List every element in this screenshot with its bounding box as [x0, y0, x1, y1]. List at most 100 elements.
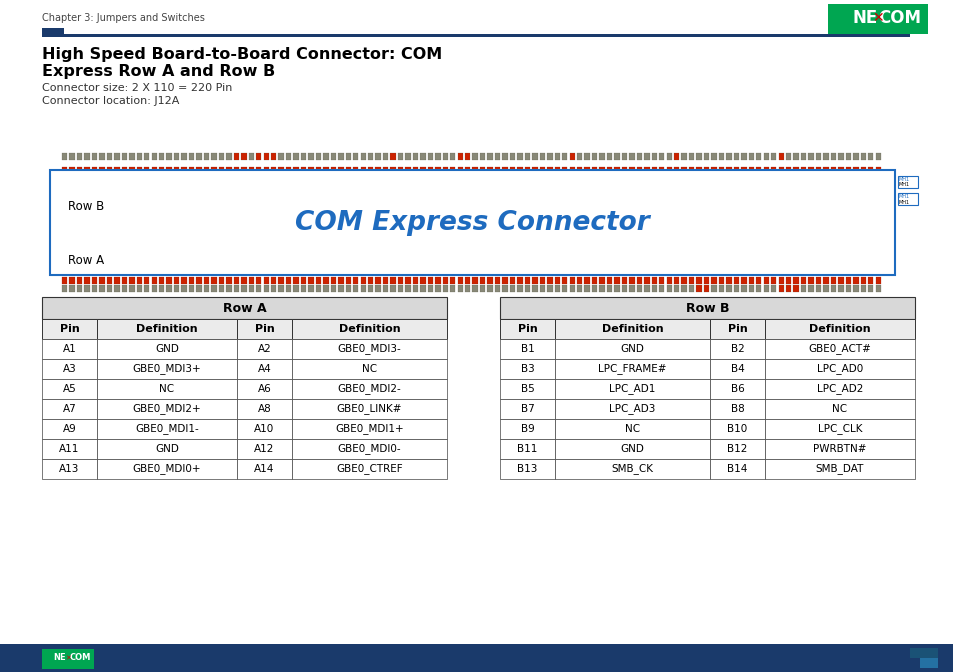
- Bar: [122, 189, 127, 197]
- Bar: [167, 180, 172, 188]
- Bar: [822, 167, 828, 174]
- Bar: [472, 285, 477, 292]
- Text: Connector size: 2 X 110 = 220 Pin: Connector size: 2 X 110 = 220 Pin: [42, 83, 233, 93]
- Bar: [189, 167, 194, 174]
- Bar: [499, 419, 555, 439]
- Bar: [561, 167, 567, 174]
- Bar: [129, 167, 134, 174]
- Bar: [499, 459, 555, 479]
- Bar: [181, 257, 187, 265]
- Bar: [499, 339, 555, 359]
- Bar: [827, 4, 927, 34]
- Bar: [84, 180, 90, 188]
- Bar: [577, 189, 582, 197]
- Bar: [84, 277, 90, 284]
- Bar: [114, 167, 119, 174]
- Bar: [450, 248, 456, 256]
- Bar: [271, 277, 276, 284]
- Bar: [629, 248, 634, 256]
- Bar: [495, 167, 499, 174]
- Bar: [860, 180, 865, 188]
- Bar: [830, 248, 836, 256]
- Bar: [725, 189, 731, 197]
- Text: GND: GND: [155, 344, 179, 354]
- Text: LPC_AD0: LPC_AD0: [816, 364, 862, 374]
- Bar: [382, 189, 388, 197]
- Bar: [464, 153, 470, 160]
- Text: Row B: Row B: [68, 200, 104, 213]
- Text: LPC_AD1: LPC_AD1: [609, 384, 655, 394]
- Bar: [764, 339, 914, 359]
- Bar: [778, 189, 783, 197]
- Bar: [226, 189, 232, 197]
- Bar: [636, 277, 641, 284]
- Bar: [598, 257, 604, 265]
- Bar: [286, 248, 292, 256]
- Bar: [331, 257, 336, 265]
- Bar: [91, 285, 97, 292]
- Bar: [218, 180, 224, 188]
- Bar: [688, 167, 694, 174]
- Bar: [294, 153, 298, 160]
- Bar: [499, 297, 914, 319]
- Bar: [561, 153, 567, 160]
- Bar: [405, 257, 411, 265]
- Bar: [368, 153, 373, 160]
- Bar: [532, 257, 537, 265]
- Bar: [323, 257, 329, 265]
- Bar: [457, 277, 462, 284]
- Bar: [838, 285, 842, 292]
- Bar: [472, 248, 477, 256]
- Text: Row A: Row A: [68, 254, 104, 267]
- Bar: [822, 285, 828, 292]
- Bar: [144, 285, 150, 292]
- Bar: [875, 180, 881, 188]
- Bar: [323, 189, 329, 197]
- Bar: [718, 180, 723, 188]
- Bar: [614, 248, 619, 256]
- Bar: [606, 257, 612, 265]
- Bar: [555, 439, 709, 459]
- Bar: [764, 459, 914, 479]
- Bar: [323, 180, 329, 188]
- Bar: [577, 285, 581, 292]
- Bar: [129, 277, 134, 284]
- Bar: [435, 180, 440, 188]
- Bar: [345, 180, 351, 188]
- Bar: [785, 257, 791, 265]
- Bar: [308, 153, 314, 160]
- Bar: [249, 153, 253, 160]
- Bar: [696, 285, 701, 292]
- Bar: [569, 257, 575, 265]
- Bar: [718, 257, 723, 265]
- Bar: [815, 257, 821, 265]
- Bar: [457, 189, 463, 197]
- Text: A12: A12: [254, 444, 274, 454]
- Bar: [464, 180, 470, 188]
- Text: GBE0_MDI2+: GBE0_MDI2+: [132, 404, 201, 415]
- Bar: [337, 167, 343, 174]
- Text: A7: A7: [63, 404, 76, 414]
- Bar: [159, 257, 165, 265]
- Bar: [233, 277, 239, 284]
- Bar: [860, 153, 865, 160]
- Bar: [236, 399, 292, 419]
- Bar: [420, 167, 425, 174]
- Bar: [204, 153, 209, 160]
- Bar: [547, 167, 552, 174]
- Bar: [99, 248, 105, 256]
- Bar: [144, 277, 150, 284]
- Bar: [495, 277, 499, 284]
- Bar: [666, 153, 671, 160]
- Text: GBE0_MDI1-: GBE0_MDI1-: [135, 423, 198, 435]
- Bar: [84, 153, 90, 160]
- Text: B6: B6: [730, 384, 743, 394]
- Bar: [561, 189, 567, 197]
- Bar: [62, 180, 68, 188]
- Bar: [390, 167, 395, 174]
- Bar: [502, 277, 507, 284]
- Text: NC: NC: [361, 364, 376, 374]
- Bar: [875, 167, 880, 174]
- Bar: [114, 248, 120, 256]
- Bar: [554, 153, 559, 160]
